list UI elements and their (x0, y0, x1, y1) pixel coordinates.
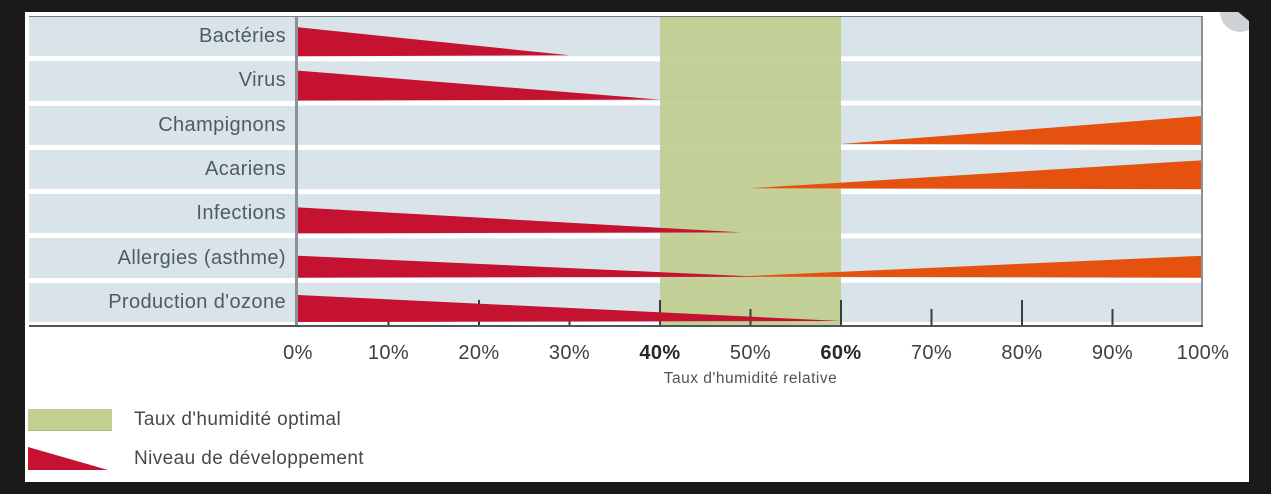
row-label: Allergies (asthme) (29, 238, 295, 278)
axis-tick-label: 60% (820, 342, 862, 364)
axis-tick-label: 80% (1001, 342, 1043, 364)
axis-tick-label: 30% (548, 342, 591, 364)
wedge-allergies-asthme--red (298, 255, 760, 278)
row-label: Virus (29, 61, 295, 101)
x-axis-title: Taux d'humidité relative (663, 370, 838, 387)
wedge-acariens-orange (750, 160, 1203, 190)
legend-label: Taux d'humidité optimal (134, 408, 342, 430)
legend-swatch-green-band (28, 408, 112, 431)
legend-item-development-level: Niveau de développement (28, 446, 364, 471)
wedge-virus-red (298, 70, 660, 101)
optimal-band (660, 17, 841, 327)
wedge-production-d-ozone-red (298, 295, 841, 322)
legend-item-optimal-humidity: Taux d'humidité optimal (28, 408, 341, 431)
row-label: Infections (29, 194, 295, 234)
row-label: Champignons (29, 105, 295, 145)
axis-tick-label: 70% (910, 342, 953, 364)
axis-tick-label: 20% (458, 342, 500, 364)
row-labels-column: Bactéries Virus Champignons Acariens Infecti… (29, 17, 295, 327)
legend-swatch-red-wedge (28, 446, 108, 470)
axis-tick-label: 100% (1176, 342, 1230, 364)
plot-area (298, 17, 1203, 327)
row-label: Acariens (29, 149, 295, 190)
x-axis-labels: 0% 10% 20% 30% 40% 50% 60% 70% 80% 90% 100% (283, 342, 1229, 368)
wedge-allergies-asthme--orange (732, 255, 1203, 278)
row-label: Bactéries (29, 17, 295, 57)
legend-label: Niveau de développement (134, 447, 364, 469)
chart-baseline (29, 325, 1203, 327)
row-label: Production d'ozone (29, 282, 295, 322)
axis-tick-label: 0% (283, 342, 313, 364)
axis-tick-label: 10% (367, 342, 410, 364)
corner-circle-decoration (1220, 12, 1249, 32)
humidity-chart: Bactéries Virus Champignons Acariens Infecti… (29, 16, 1203, 327)
axis-tick-label: 90% (1091, 342, 1134, 364)
labels-plot-divider (295, 17, 298, 327)
wedge-champignons-orange (841, 115, 1203, 145)
chart-canvas: Bactéries Virus Champignons Acariens Infecti… (25, 12, 1249, 482)
plot-svg (298, 17, 1203, 327)
wedge-bactéries-red (298, 27, 570, 57)
wedge-infections-red (298, 207, 742, 234)
axis-tick-label: 40% (639, 342, 681, 364)
axis-tick-label: 50% (729, 342, 772, 364)
